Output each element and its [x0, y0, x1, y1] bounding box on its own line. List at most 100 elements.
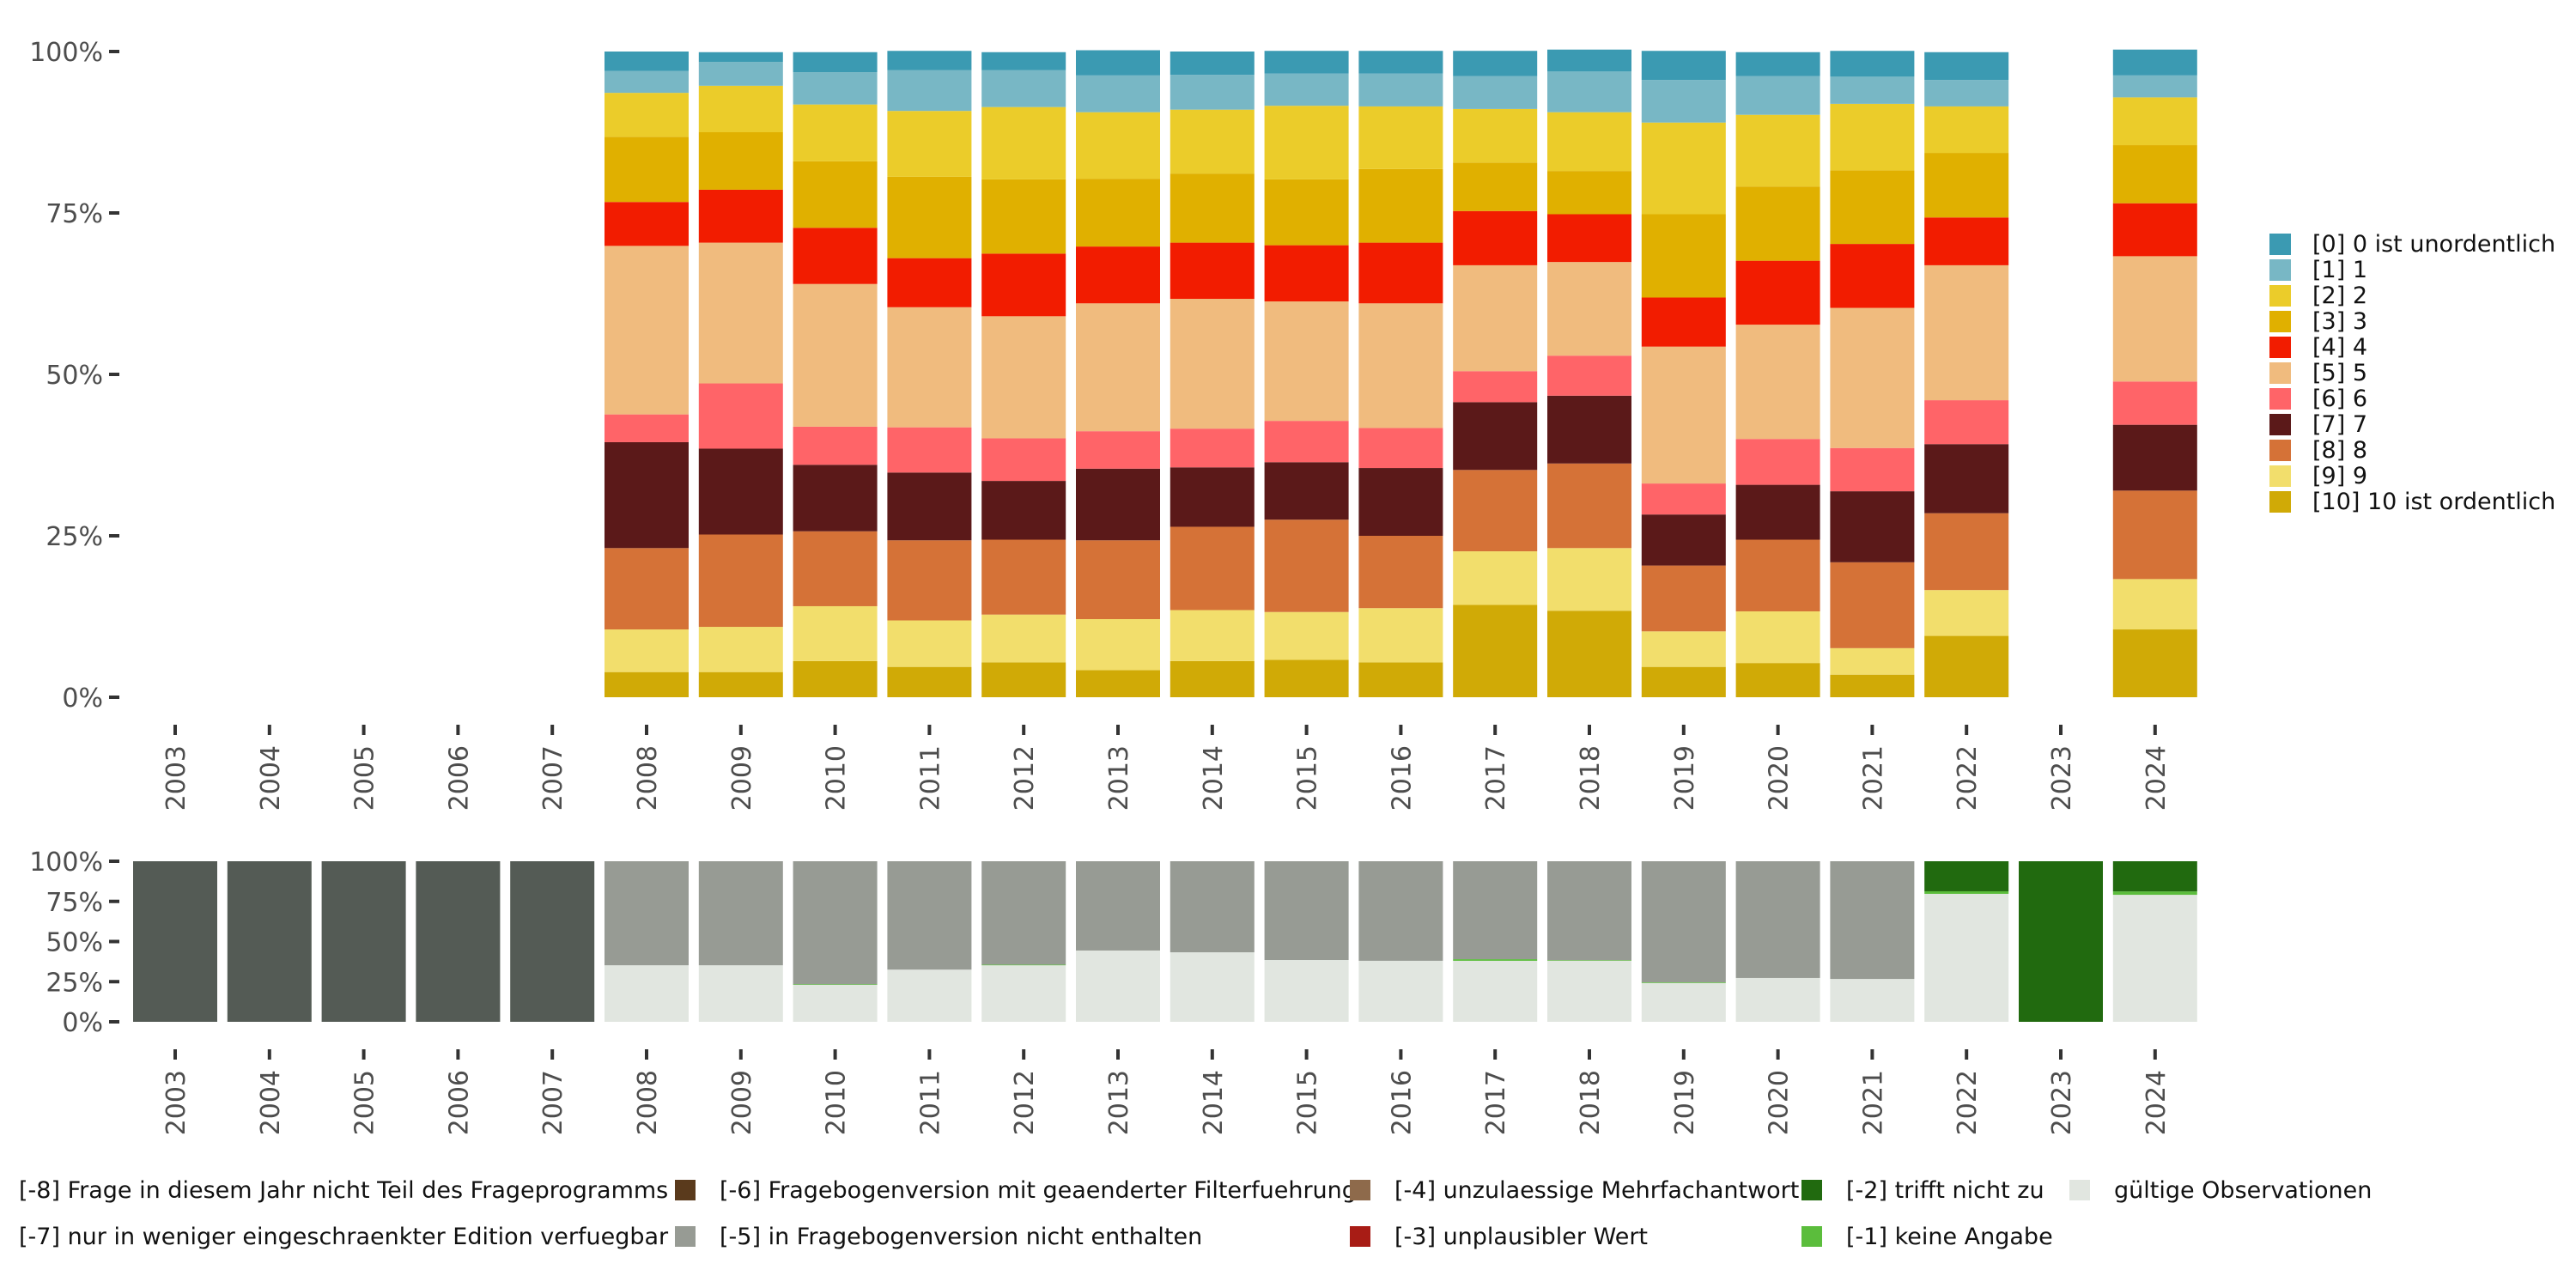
bar-segment-2018-8-8	[1547, 463, 1631, 549]
bar-segment-2009-4-4	[698, 189, 783, 243]
legend-item: [7] 7	[2269, 411, 2367, 438]
legend-swatch	[1350, 1226, 1370, 1247]
x-tick-label: 2014	[1199, 1070, 1229, 1135]
bar-segment-2012-7-7	[981, 481, 1066, 540]
bottom-legend: [-8] Frage in diesem Jahr nicht Teil des…	[19, 1177, 2372, 1250]
x-tick-label: 2013	[1104, 745, 1134, 811]
bar-segment-2022-10-10-ist-ordentlich	[1924, 635, 2009, 697]
legend-swatch	[675, 1226, 696, 1247]
x-tick-label: 2020	[1765, 1070, 1795, 1135]
bar-segment-2008-6-6	[605, 414, 689, 442]
x-tick-label: 2007	[538, 1070, 568, 1135]
bar-segment-2008-3-3	[605, 137, 689, 203]
bar-segment-2022-6-6	[1924, 400, 2009, 445]
legend-label: [-7] nur in weniger eingeschraenkter Edi…	[19, 1224, 669, 1250]
x-tick-label: 2015	[1293, 745, 1323, 811]
legend-swatch	[2269, 388, 2291, 410]
legend-label: [7] 7	[2312, 411, 2367, 438]
x-tick-label: 2009	[727, 745, 757, 811]
bar-segment-2020-10-10-ist-ordentlich	[1735, 663, 1820, 697]
bar-segment-2012-3-3	[981, 179, 1066, 254]
bar-segment-2017-4-4	[1453, 210, 1538, 265]
y-tick-label: 0%	[62, 683, 103, 714]
x-tick-label: 2014	[1199, 745, 1229, 811]
legend-label: [-3] unplausibler Wert	[1394, 1224, 1648, 1250]
bar-segment-2012-10-10-ist-ordentlich	[981, 662, 1066, 697]
bar-segment-2021-8-8	[1830, 562, 1915, 648]
bar-segment-2015-1-1	[1264, 73, 1349, 106]
bar-segment-2008-0-0-ist-unordentlich	[605, 52, 689, 71]
bar-segment-2012-g-ltige-observationen	[981, 965, 1066, 1022]
legend-item: gültige Observationen	[2069, 1177, 2372, 1204]
bar-segment-2021-3-3	[1830, 170, 1915, 245]
bar-segment-2007-8-frage-in-diesem-jahr-nicht-teil-des-frageprogramms	[510, 861, 595, 1022]
bar-segment-2013-5-in-fragebogenversion-nicht-enthalten	[1076, 861, 1160, 951]
bar-segment-2012-4-4	[981, 253, 1066, 317]
x-tick-label: 2011	[915, 1070, 945, 1135]
legend-label: [-6] Fragebogenversion mit geaenderter F…	[720, 1177, 1357, 1204]
bar-segment-2014-5-5	[1170, 299, 1255, 429]
y-tick-label: 75%	[46, 888, 103, 918]
top-plot: 0% 25% 50% 75% 100% 2003 2004 2005 2006 2007 2008 2…	[29, 38, 2197, 811]
bar-segment-2008-5-5	[605, 246, 689, 415]
legend-swatch	[2269, 491, 2291, 513]
bar-segment-2008-1-1	[605, 70, 689, 94]
bar-segment-2011-2-2	[887, 111, 972, 177]
legend-item: [-7] nur in weniger eingeschraenkter Edi…	[19, 1224, 669, 1250]
x-tick-label: 2022	[1953, 745, 1983, 811]
bar-segment-2010-g-ltige-observationen	[793, 984, 878, 1022]
legend-swatch	[2269, 285, 2291, 307]
bar-segment-2015-g-ltige-observationen	[1264, 960, 1349, 1022]
bar-segment-2014-8-8	[1170, 526, 1255, 611]
bar-segment-2008-7-7	[605, 441, 689, 549]
bar-segment-2011-6-6	[887, 427, 972, 473]
bottom-plot: 0% 25% 50% 75% 100% 2003 2004 2005 2006 2007 2008 2…	[29, 848, 2197, 1135]
bar-segment-2015-0-0-ist-unordentlich	[1264, 51, 1349, 74]
bar-segment-2011-1-1	[887, 70, 972, 112]
bar-segment-2017-6-6	[1453, 371, 1538, 403]
x-tick-label: 2008	[633, 1070, 663, 1135]
bar-segment-2005-8-frage-in-diesem-jahr-nicht-teil-des-frageprogramms	[321, 861, 406, 1022]
bar-segment-2015-5-in-fragebogenversion-nicht-enthalten	[1264, 861, 1349, 961]
bar-segment-2019-3-3	[1641, 214, 1726, 298]
bar-segment-2024-8-8	[2112, 490, 2197, 580]
bar-segment-2014-0-0-ist-unordentlich	[1170, 52, 1255, 76]
bar-segment-2021-10-10-ist-ordentlich	[1830, 674, 1915, 697]
bar-segment-2016-3-3	[1358, 168, 1443, 243]
bar-segment-2017-5-in-fragebogenversion-nicht-enthalten	[1453, 861, 1538, 960]
bar-segment-2013-3-3	[1076, 179, 1160, 247]
x-tick-label: 2017	[1481, 745, 1511, 811]
bar-segment-2013-9-9	[1076, 619, 1160, 671]
bar-segment-2021-4-4	[1830, 244, 1915, 308]
bar-segment-2020-2-2	[1735, 114, 1820, 187]
x-tick-label: 2012	[1010, 1070, 1040, 1135]
bar-segment-2016-2-2	[1358, 106, 1443, 169]
bar-segment-2008-9-9	[605, 629, 689, 672]
bar-segment-2014-2-2	[1170, 109, 1255, 174]
legend-label: [4] 4	[2312, 334, 2367, 361]
x-tick-label: 2006	[444, 1070, 474, 1135]
x-tick-label: 2021	[1858, 745, 1888, 811]
bar-segment-2015-3-3	[1264, 179, 1349, 246]
legend-label: [-2] trifft nicht zu	[1846, 1177, 2044, 1204]
bar-segment-2024-4-4	[2112, 203, 2197, 257]
bar-segment-2022-g-ltige-observationen	[1924, 893, 2009, 1022]
bar-segment-2018-5-in-fragebogenversion-nicht-enthalten	[1547, 861, 1631, 961]
bar-segment-2009-2-2	[698, 85, 783, 132]
bar-segment-2019-5-5	[1641, 346, 1726, 484]
legend-item: [10] 10 ist ordentlich	[2269, 489, 2555, 515]
bar-segment-2009-9-9	[698, 627, 783, 672]
bar-segment-2010-8-8	[793, 531, 878, 606]
bar-segment-2014-3-3	[1170, 173, 1255, 243]
bar-segment-2023-2-trifft-nicht-zu	[2019, 861, 2103, 1022]
bar-segment-2019-6-6	[1641, 483, 1726, 515]
legend-swatch	[2269, 465, 2291, 487]
bar-segment-2018-g-ltige-observationen	[1547, 960, 1631, 1022]
bar-segment-2013-g-ltige-observationen	[1076, 950, 1160, 1022]
legend-label: [0] 0 ist unordentlich	[2312, 231, 2555, 258]
bar-segment-2020-1-1	[1735, 76, 1820, 115]
bar-segment-2018-4-4	[1547, 214, 1631, 263]
bar-segment-2016-1-1	[1358, 73, 1443, 106]
bar-segment-2010-10-10-ist-ordentlich	[793, 660, 878, 697]
legend-swatch	[1801, 1226, 1822, 1247]
